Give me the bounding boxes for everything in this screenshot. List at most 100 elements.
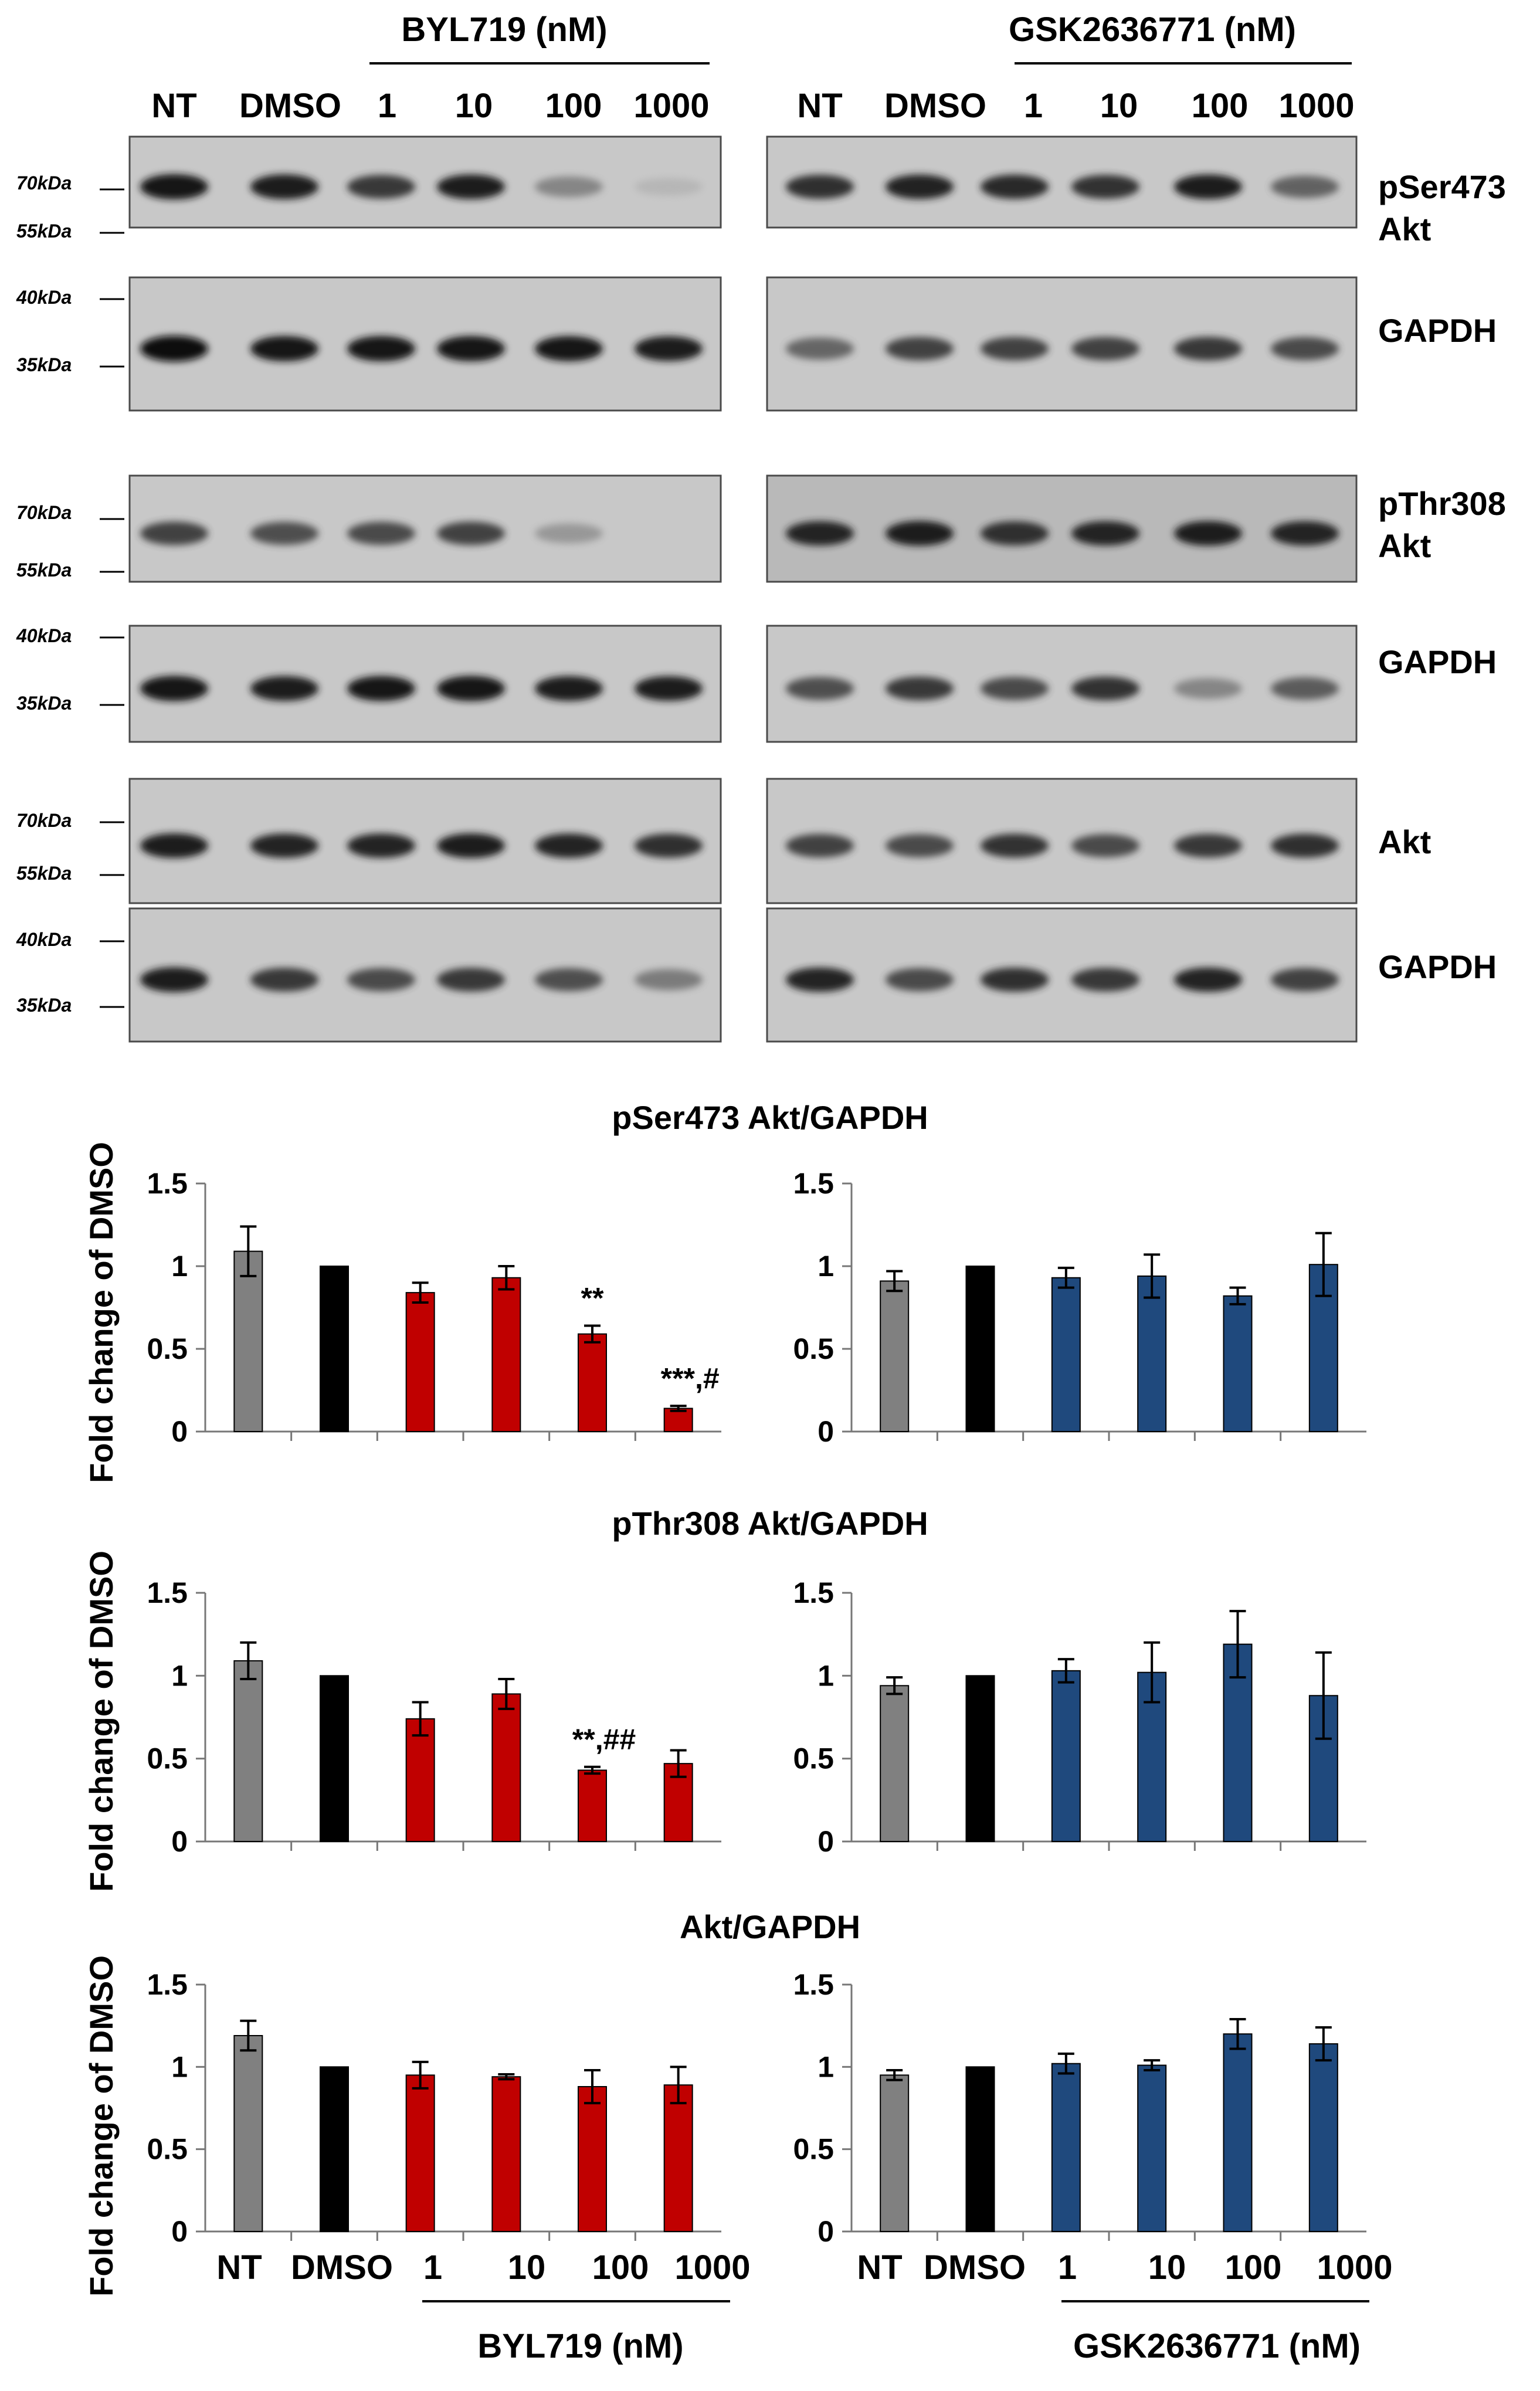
chart-axes: 0 0.5 1 1.5 bbox=[147, 1167, 721, 1448]
error-bar bbox=[670, 1405, 687, 1412]
protein-label: GAPDH bbox=[1378, 312, 1497, 349]
blot-band bbox=[347, 335, 415, 362]
mw-marker-label: 70kDa bbox=[16, 810, 72, 831]
bar bbox=[405, 1718, 435, 1842]
error-bar bbox=[1229, 2017, 1246, 2050]
bar bbox=[320, 2066, 349, 2232]
protein-label: Akt bbox=[1378, 823, 1431, 860]
blot-strip bbox=[128, 135, 722, 229]
blot-strip bbox=[766, 474, 1358, 583]
lane-label: NT bbox=[797, 87, 842, 125]
blot-band bbox=[1071, 676, 1139, 701]
mw-marker-label: 55kDa bbox=[16, 221, 72, 242]
blot-band bbox=[250, 833, 318, 858]
error-bar bbox=[1315, 1651, 1332, 1740]
x-category-label: NT bbox=[857, 2248, 902, 2287]
blot-band bbox=[1174, 967, 1242, 992]
error-bar bbox=[1315, 2026, 1332, 2062]
protein-label: GAPDH bbox=[1378, 643, 1497, 680]
blot-band bbox=[886, 174, 954, 199]
protein-label: GAPDH bbox=[1378, 948, 1497, 985]
error-bar bbox=[886, 1270, 903, 1293]
blot-band bbox=[1174, 678, 1242, 699]
blot-band bbox=[535, 676, 603, 701]
blot-band bbox=[981, 677, 1049, 700]
blot-strip bbox=[766, 778, 1358, 904]
bar bbox=[233, 1250, 263, 1433]
error-bar bbox=[1229, 1610, 1246, 1679]
blot-strip bbox=[128, 276, 722, 412]
mw-marker-label: 70kDa bbox=[16, 502, 72, 523]
blot-band bbox=[140, 174, 208, 200]
protein-labels: pSer473 Akt GAPDH pThr308 Akt GAPDH Akt … bbox=[1378, 168, 1506, 985]
top-lane-labels-left: NT DMSO 1 10 100 1000 bbox=[151, 87, 709, 125]
lane-label: 10 bbox=[1100, 87, 1138, 125]
error-bar bbox=[670, 2066, 687, 2105]
mw-marker-label: 55kDa bbox=[16, 863, 72, 884]
lane-label: NT bbox=[151, 87, 196, 125]
blot-band bbox=[786, 677, 854, 700]
y-tick-label: 0 bbox=[818, 1825, 834, 1858]
top-group-title-left: BYL719 (nM) bbox=[401, 11, 607, 49]
x-category-label: 100 bbox=[1225, 2248, 1282, 2287]
bar bbox=[233, 1660, 263, 1842]
significance-label: ***,# bbox=[661, 1362, 720, 1395]
bottom-group-title-right: GSK2636771 (nM) bbox=[1073, 2327, 1361, 2365]
y-tick-label: 1 bbox=[171, 2050, 188, 2083]
blot-band bbox=[347, 833, 415, 858]
bar bbox=[965, 1266, 995, 1432]
blot-band bbox=[1071, 834, 1139, 857]
error-bar bbox=[1229, 1286, 1246, 1305]
blot-band bbox=[347, 676, 415, 701]
mw-marker-label: 40kDa bbox=[16, 625, 72, 646]
blot-band bbox=[1174, 174, 1242, 199]
error-bar bbox=[886, 2068, 903, 2081]
error-bar bbox=[1057, 1266, 1074, 1289]
blot-strip bbox=[766, 907, 1358, 1043]
blot-strip bbox=[128, 907, 722, 1043]
bar bbox=[1137, 1275, 1167, 1432]
bar bbox=[880, 1685, 910, 1842]
blot-band bbox=[981, 967, 1049, 992]
blot-band bbox=[886, 676, 954, 701]
lane-label: 1 bbox=[1024, 87, 1043, 125]
mw-marker-label: 40kDa bbox=[16, 287, 72, 308]
blot-band bbox=[437, 174, 505, 199]
bar bbox=[1223, 2033, 1253, 2232]
blot-band bbox=[437, 833, 505, 859]
protein-label: pThr308 bbox=[1378, 485, 1506, 522]
error-bar bbox=[412, 1281, 429, 1304]
blot-band bbox=[250, 174, 318, 199]
y-tick-label: 0.5 bbox=[793, 1742, 834, 1775]
blot-band bbox=[535, 336, 603, 361]
bar bbox=[965, 1675, 995, 1842]
bar bbox=[880, 2074, 910, 2233]
error-bar bbox=[240, 1641, 257, 1680]
blot-band bbox=[140, 676, 208, 701]
blot-band bbox=[786, 337, 854, 360]
error-bar bbox=[670, 1749, 687, 1778]
error-bar bbox=[412, 2060, 429, 2090]
bar bbox=[1051, 1670, 1081, 1842]
blot-band bbox=[1271, 521, 1339, 546]
bar bbox=[663, 2084, 693, 2233]
bottom-category-labels-right: NT DMSO 1 10 100 1000 bbox=[857, 2248, 1392, 2287]
error-bar bbox=[498, 1677, 515, 1710]
bar bbox=[491, 2076, 521, 2232]
blot-band bbox=[635, 336, 703, 361]
y-tick-label: 1.5 bbox=[147, 1576, 188, 1609]
blot-band bbox=[635, 178, 703, 196]
lane-label: DMSO bbox=[239, 87, 341, 125]
error-bar bbox=[886, 1676, 903, 1695]
blot-band bbox=[140, 521, 208, 545]
bar bbox=[320, 1266, 349, 1432]
mw-marker-label: 40kDa bbox=[16, 929, 72, 950]
y-tick-label: 1 bbox=[171, 1659, 188, 1692]
top-group-title-right: GSK2636771 (nM) bbox=[1009, 11, 1296, 49]
y-tick-label: 1.5 bbox=[147, 1968, 188, 2001]
lane-label: 1 bbox=[378, 87, 396, 125]
bar bbox=[320, 1675, 349, 1842]
bar bbox=[663, 1408, 693, 1433]
blot-strip bbox=[128, 625, 722, 743]
